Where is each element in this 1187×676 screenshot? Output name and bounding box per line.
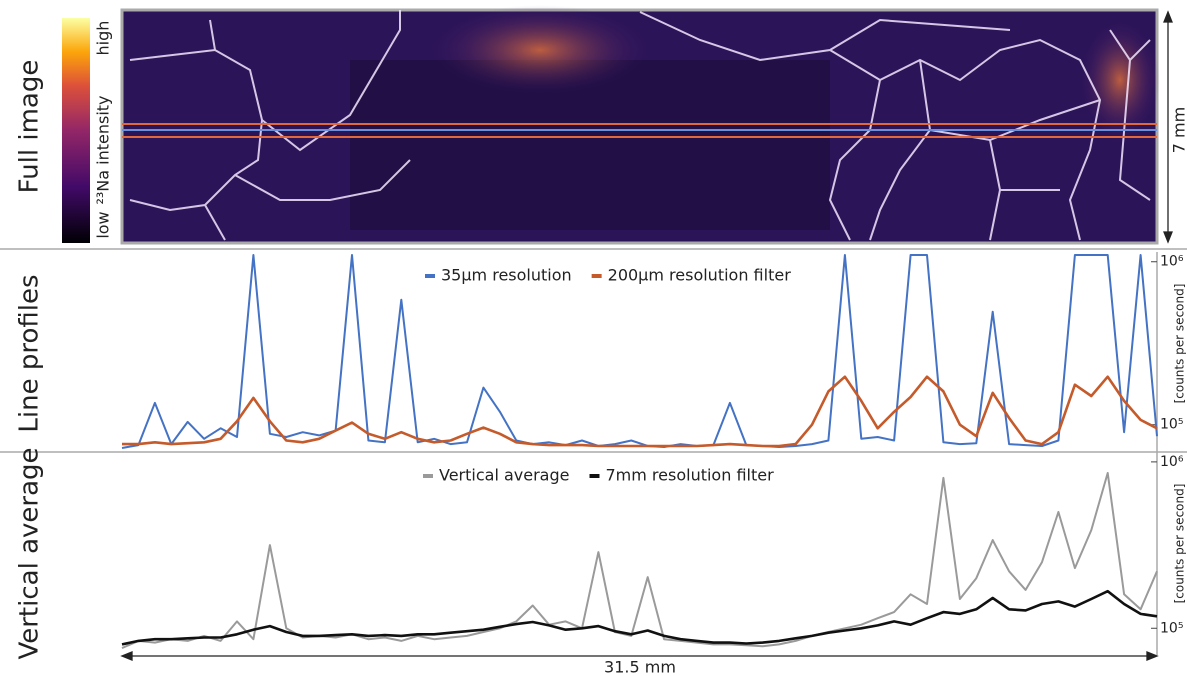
y-tick-label: 10⁶ <box>1160 454 1184 470</box>
colorbar <box>62 18 90 243</box>
y-axis-label: [counts per second] <box>1173 284 1187 404</box>
height-label: 7 mm <box>1170 107 1187 153</box>
x-axis-label: 31.5 mm <box>604 658 676 676</box>
series-line <box>121 589 1158 646</box>
dimension-arrow <box>1163 10 1173 244</box>
panel-label: Line profiles <box>15 274 45 432</box>
panel-label: Vertical average <box>15 447 45 659</box>
series-line <box>121 472 1158 650</box>
panel-label: Full image <box>15 60 45 194</box>
legend-label: 7mm resolution filter <box>605 466 774 485</box>
colorbar-high: high <box>94 21 113 56</box>
y-axis-label: [counts per second] <box>1173 484 1187 604</box>
panel-separators <box>0 248 1187 655</box>
legend-label: 35µm resolution <box>441 266 572 285</box>
y-tick-label: 10⁶ <box>1160 254 1184 270</box>
colorbar-label: ²³Na intensity <box>94 95 113 204</box>
heatmap-image <box>120 5 1160 245</box>
series-line <box>122 375 1158 448</box>
y-tick-label: 10⁵ <box>1160 417 1183 433</box>
x-axis-arrow <box>120 651 1159 661</box>
series-line <box>121 254 1158 449</box>
y-tick-label: 10⁵ <box>1160 620 1183 636</box>
colorbar-low: low <box>94 211 113 238</box>
legend-label: Vertical average <box>439 466 569 485</box>
legend-label: 200µm resolution filter <box>608 266 792 285</box>
